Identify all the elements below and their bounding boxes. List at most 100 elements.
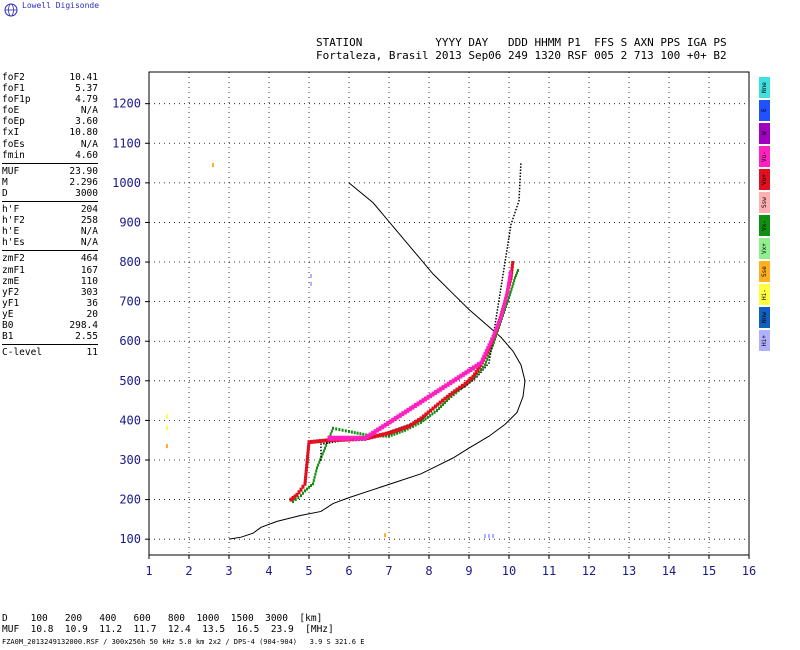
trace-green-point: [480, 368, 482, 372]
trace-red-point: [291, 495, 295, 500]
trace-red-point: [455, 387, 459, 392]
x-tick-label: 16: [742, 564, 756, 578]
trace-green-point: [406, 427, 409, 431]
trace-red-point: [306, 449, 310, 454]
trace-magenta-point: [398, 412, 402, 418]
trace-black-point: [464, 385, 466, 388]
trace-red-point: [301, 484, 305, 489]
param-name: zmF2: [2, 253, 25, 265]
trace-black-point: [514, 211, 516, 214]
trace-black-point: [519, 166, 522, 168]
trace-black-point: [473, 378, 476, 380]
trace-magenta-point: [446, 381, 450, 387]
trace-green-point: [426, 415, 429, 419]
param-value: 10.41: [69, 72, 98, 83]
trace-black-point: [495, 315, 498, 317]
trace-green-point: [474, 375, 476, 379]
trace-black-point: [509, 229, 511, 232]
trace-black-point: [497, 306, 499, 308]
trace-green-point: [321, 452, 324, 456]
trace-magenta-point: [386, 420, 390, 426]
trace-green-point: [511, 284, 514, 288]
y-tick-label: 1200: [112, 97, 141, 111]
trace-green-point: [516, 271, 518, 275]
trace-black-point: [488, 362, 490, 364]
trace-magenta-point: [426, 394, 430, 400]
trace-black-point: [513, 214, 515, 217]
param-row: foE N/A: [2, 105, 98, 116]
x-tick-label: 1: [145, 564, 152, 578]
param-row: h'E N/A: [2, 226, 98, 237]
trace-green-point: [388, 434, 390, 438]
trace-red-point: [407, 424, 411, 429]
param-divider: [2, 201, 98, 203]
x-tick-label: 10: [502, 564, 516, 578]
param-name: zmF1: [2, 264, 25, 276]
param-name: D: [2, 187, 8, 199]
trace-black-point: [519, 172, 522, 175]
trace-magenta-point: [501, 306, 505, 312]
trace-red-point: [306, 455, 310, 460]
trace-red-point: [436, 402, 440, 407]
trace-magenta-point: [486, 346, 490, 352]
x-tick-label: 7: [385, 564, 392, 578]
trace-green-point: [488, 352, 491, 356]
trace-magenta-point: [381, 424, 385, 430]
param-value: 3.60: [75, 116, 98, 128]
y-tick-label: 800: [119, 255, 141, 269]
trace-black-point: [518, 199, 520, 202]
trace-black-point: [505, 253, 508, 255]
x-tick-label: 9: [465, 564, 472, 578]
trace-black-point: [497, 303, 500, 305]
param-value: 167: [80, 264, 98, 276]
trace-red-point: [390, 430, 394, 435]
trace-green-point: [332, 426, 334, 430]
trace-red-point: [412, 421, 416, 426]
param-row: foF1 5.37: [2, 83, 98, 94]
trace-magenta-point: [408, 406, 412, 412]
trace-green-point: [431, 412, 434, 416]
trace-green-point: [442, 403, 444, 407]
trace-green-point: [314, 472, 317, 476]
trace-black-point: [503, 264, 506, 267]
trace-black-point: [500, 282, 503, 285]
trace-green-point: [446, 399, 448, 403]
trace-red-point: [458, 385, 462, 390]
x-tick-label: 15: [702, 564, 716, 578]
trace-magenta-point: [506, 285, 510, 291]
trace-green-point: [304, 489, 306, 493]
param-name: fmin: [2, 149, 25, 161]
trace-magenta-point: [503, 300, 507, 306]
trace-black-point: [500, 285, 502, 288]
param-value: N/A: [80, 105, 98, 117]
trace-black-point: [484, 366, 486, 369]
param-value: 464: [80, 253, 98, 265]
trace-green-point: [390, 433, 393, 437]
trace-magenta-point: [456, 375, 460, 381]
trace-magenta-point: [330, 435, 334, 441]
param-row: MUF 23.90: [2, 166, 98, 177]
noise-point: [166, 444, 168, 449]
trace-red-point: [401, 426, 405, 431]
trace-black-point: [506, 247, 509, 249]
trace-red-point: [313, 439, 317, 444]
param-value: N/A: [80, 138, 98, 150]
trace-red-point: [438, 400, 442, 405]
trace-green-point: [433, 410, 436, 414]
trace-magenta-point: [403, 409, 407, 415]
trace-black-point: [476, 376, 478, 378]
trace-black-point: [519, 178, 521, 181]
trace-red-point: [293, 494, 297, 499]
trace-green-point: [438, 407, 440, 411]
param-name: fxI: [2, 127, 20, 139]
legend-item: E: [759, 100, 770, 121]
trace-magenta-point: [449, 380, 453, 386]
trace-green-point: [509, 290, 512, 294]
globe-logo-icon: [4, 3, 18, 17]
trace-green-point: [513, 279, 516, 283]
trace-green-point: [507, 299, 509, 303]
trace-magenta-point: [421, 398, 425, 404]
trace-red-point: [510, 266, 514, 271]
noise-point: [310, 281, 312, 286]
